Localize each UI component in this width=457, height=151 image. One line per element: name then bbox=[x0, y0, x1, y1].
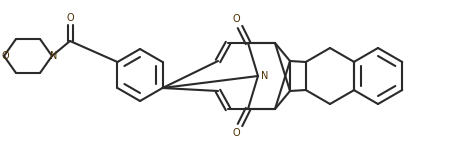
Text: N: N bbox=[50, 51, 58, 61]
Text: N: N bbox=[261, 71, 269, 81]
Text: O: O bbox=[1, 51, 9, 61]
Text: O: O bbox=[232, 14, 240, 24]
Text: O: O bbox=[232, 128, 240, 138]
Text: O: O bbox=[66, 13, 74, 23]
